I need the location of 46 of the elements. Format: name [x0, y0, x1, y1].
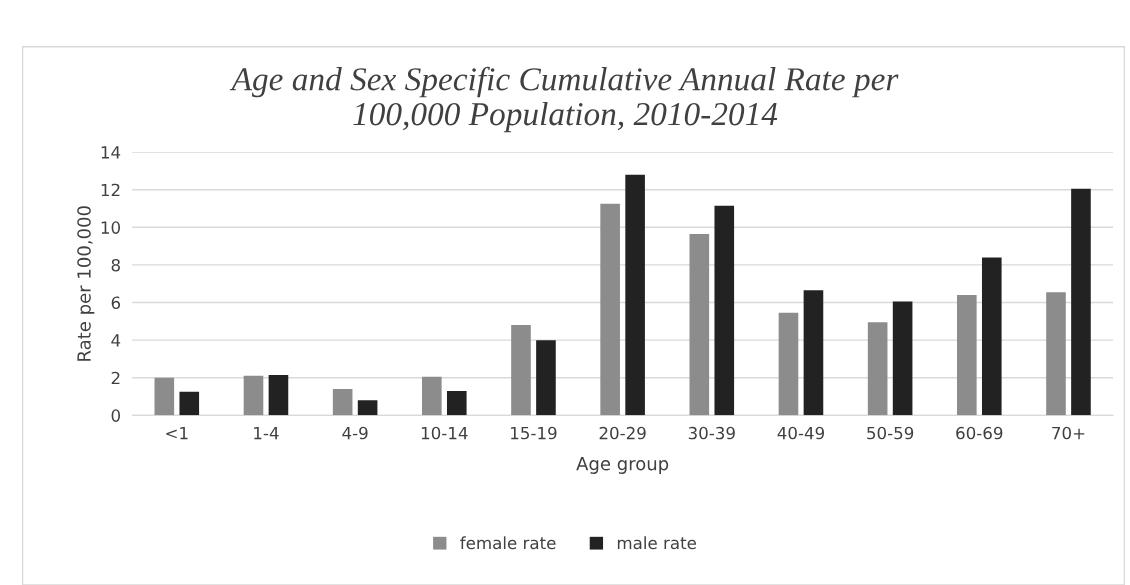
legend-label: female rate [460, 536, 556, 550]
bar [778, 312, 799, 416]
bar [600, 203, 620, 416]
bar [154, 377, 175, 416]
y-tick-label: 0 [111, 409, 120, 422]
y-axis-title: Rate per 100,000 [77, 206, 95, 361]
y-tick-label: 6 [111, 296, 121, 310]
bar [536, 340, 556, 416]
bar [1046, 292, 1066, 416]
bar [332, 389, 353, 416]
y-tick-label: 8 [111, 258, 120, 272]
x-tick-label: 10-14 [421, 426, 468, 440]
bar [511, 325, 531, 416]
y-tick-label: 12 [101, 183, 120, 197]
bar [422, 376, 442, 416]
y-tick-label: 14 [101, 146, 121, 159]
bar [179, 391, 200, 416]
bar [243, 375, 264, 416]
x-tick-label: 70+ [1052, 426, 1085, 440]
x-tick-label: 40-49 [777, 426, 825, 440]
x-axis-title: Age group [576, 457, 669, 474]
bar [1071, 188, 1091, 416]
bar [981, 257, 1002, 416]
x-tick-label: 4-9 [342, 426, 368, 440]
x-tick-label: 1-4 [254, 426, 279, 440]
y-tick-label: 2 [111, 371, 120, 385]
x-tick-label: 30-39 [688, 426, 735, 440]
x-tick-label: 60-69 [956, 426, 1003, 440]
chart-title: Age and Sex Specific Cumulative Annual Rate per 100,000 Population, 2010-2014 [229, 66, 899, 133]
y-tick-label: 4 [111, 334, 121, 347]
bar [867, 322, 888, 416]
x-tick-label: <1 [166, 426, 188, 440]
legend-label: male rate [617, 536, 696, 550]
bar [689, 233, 710, 416]
x-tick-label: 15-19 [511, 426, 557, 440]
x-tick-label: 50-59 [867, 426, 914, 440]
y-tick-label: 10 [101, 221, 120, 234]
bar [625, 174, 645, 416]
bar [892, 301, 913, 416]
bar [446, 390, 467, 416]
bar [803, 290, 824, 416]
bar [268, 374, 289, 416]
bar [714, 205, 735, 416]
x-tick-label: 20-29 [599, 426, 646, 440]
bar [357, 400, 378, 416]
bar [957, 295, 977, 416]
